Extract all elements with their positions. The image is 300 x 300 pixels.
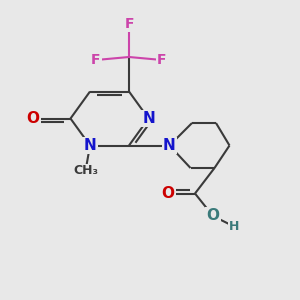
Text: O: O <box>206 208 220 224</box>
Text: F: F <box>91 53 101 67</box>
Text: H: H <box>229 220 239 233</box>
Text: N: N <box>142 111 155 126</box>
Text: F: F <box>157 53 167 67</box>
Text: O: O <box>26 111 40 126</box>
Text: O: O <box>161 186 175 201</box>
Text: N: N <box>84 138 96 153</box>
Text: N: N <box>163 138 176 153</box>
Text: CH₃: CH₃ <box>73 164 98 178</box>
Text: F: F <box>124 17 134 31</box>
